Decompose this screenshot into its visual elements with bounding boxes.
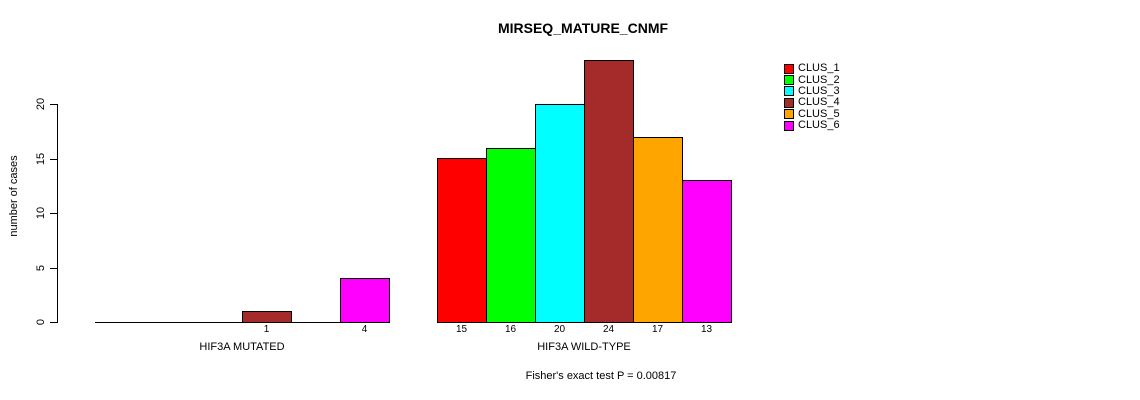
bar-clus_3 [535,104,585,323]
legend-item: CLUS_2 [784,73,840,86]
bar-value-label: 13 [700,324,713,335]
bar-value-label: 1 [263,324,270,335]
y-tick [50,267,57,269]
bar-value-label: 15 [455,324,468,335]
legend-item: CLUS_3 [784,84,840,97]
group-label-wildtype: HIF3A WILD-TYPE [537,341,631,353]
bar-clus_6 [682,180,732,323]
legend-swatch [784,97,794,108]
bar-value-label: 24 [602,324,615,335]
y-tick-label: 20 [35,97,47,111]
legend-label: CLUS_6 [798,119,840,132]
legend-item: CLUS_6 [784,120,840,131]
y-tick [50,213,57,214]
legend-item: CLUS_4 [784,97,840,108]
legend-label: CLUS_5 [798,107,840,120]
legend-swatch [784,86,794,97]
legend-label: CLUS_4 [798,96,840,109]
legend-swatch [784,75,794,86]
y-tick-label: 15 [35,152,47,165]
y-tick-label: 0 [35,318,47,326]
legend-item: CLUS_1 [784,63,840,74]
y-tick-label: 5 [35,264,47,271]
legend: CLUS_1 CLUS_2 CLUS_3 CLUS_4 CLUS_5 CLUS_6 [784,63,840,131]
legend-label: CLUS_3 [798,84,840,97]
bar-clus_5 [633,137,683,323]
y-tick [50,104,57,105]
bar-value-label: 20 [553,324,566,335]
legend-swatch [784,63,794,74]
bar-clus_4 [584,60,634,323]
y-tick [50,322,57,323]
y-tick [50,158,57,160]
y-tick-label: 10 [35,206,47,220]
bar-clus_2 [486,148,536,323]
group-label-mutated: HIF3A MUTATED [199,341,285,353]
legend-label: CLUS_2 [798,73,840,86]
chart-title: MIRSEQ_MATURE_CNMF [497,20,669,36]
bar-clus_6 [340,278,390,323]
y-axis-label: number of cases [8,155,20,237]
bar-value-label: 4 [361,324,368,335]
bar-clus_1 [437,158,487,323]
bar-value-label: 17 [651,324,664,335]
legend-label: CLUS_1 [798,62,840,75]
y-axis-line [57,104,58,323]
annotation-text: Fisher's exact test P = 0.00817 [525,370,677,382]
legend-swatch [784,120,794,131]
bar-value-label: 16 [504,324,517,335]
legend-item: CLUS_5 [784,107,840,120]
legend-swatch [784,109,794,120]
bar-clus_4 [242,311,292,323]
